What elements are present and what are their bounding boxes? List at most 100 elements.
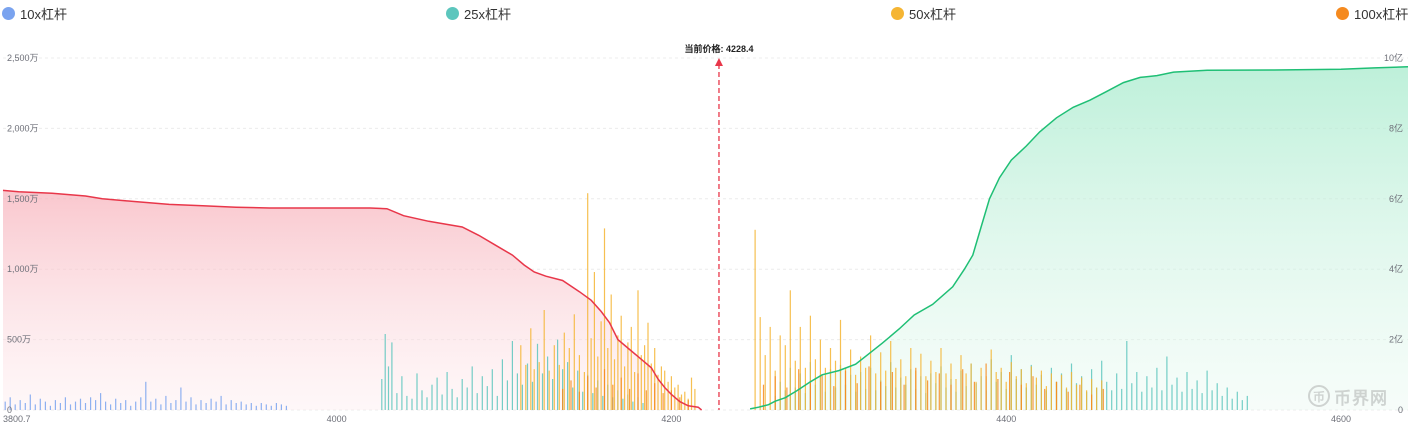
bar-50x (789, 290, 791, 410)
left-axis-ticks: 0 500万 1,000万 1,500万 2,000万 2,500万 (7, 53, 39, 415)
bar-25x (491, 369, 493, 410)
left-axis-tick-label: 500万 (7, 335, 31, 345)
bar-50x (784, 345, 786, 410)
bar-25x (557, 339, 559, 410)
bar-25x (1136, 372, 1138, 410)
right-axis-tick-label: 0 (1398, 405, 1403, 415)
watermark-logo-icon: 币 (1308, 385, 1330, 407)
bar-50x (975, 381, 977, 410)
bar-100x (786, 387, 788, 410)
right-axis-ticks: 0 2亿 4亿 6亿 8亿 10亿 (1384, 52, 1403, 415)
bar-25x (384, 334, 386, 410)
bar-50x (647, 322, 649, 410)
bar-10x (140, 397, 142, 410)
legend-item-25x[interactable]: 25x杠杆 (446, 4, 511, 23)
bar-100x (587, 376, 589, 410)
bar-25x (476, 393, 478, 410)
bar-10x (19, 400, 21, 410)
bar-10x (24, 403, 26, 410)
bar-25x (1156, 367, 1158, 410)
bar-10x (275, 403, 277, 410)
bar-50x (573, 314, 575, 410)
bar-100x (844, 370, 847, 410)
depth-areas (3, 66, 1408, 411)
bar-100x (1055, 381, 1058, 410)
bar-50x (865, 367, 867, 410)
bar-50x (627, 342, 629, 410)
bar-10x (9, 397, 11, 410)
x-axis-tick-label: 4000 (327, 414, 347, 424)
bar-25x (541, 373, 544, 410)
legend-dot-icon (2, 7, 15, 20)
bar-50x (764, 355, 766, 410)
short-depth-area (750, 66, 1408, 411)
bar-25x (567, 362, 569, 410)
bar-50x (530, 328, 532, 410)
bar-50x (794, 360, 796, 410)
x-axis-tick-label: 4600 (1331, 414, 1351, 424)
bar-25x (411, 398, 413, 410)
current-price-arrow-icon (714, 58, 723, 66)
legend: 10x杠杆 25x杠杆 50x杠杆 100x杠杆 (0, 0, 1415, 28)
long-depth-line (2, 189, 703, 411)
bar-25x (381, 379, 383, 410)
right-axis-tick-label: 4亿 (1389, 263, 1403, 274)
bar-50x (690, 377, 693, 410)
bar-25x (1141, 391, 1143, 410)
bar-50x (759, 317, 761, 410)
bar-25x (506, 380, 508, 410)
bar-100x (1044, 388, 1046, 410)
watermark: 币 币界网 (1308, 383, 1408, 409)
bar-25x (1231, 398, 1233, 410)
bar-50x (637, 290, 639, 410)
right-axis-tick-label: 10亿 (1384, 52, 1403, 63)
bar-10x (125, 400, 127, 410)
bar-50x (1040, 370, 1042, 410)
bar-50x (905, 376, 907, 410)
right-axis-tick-label: 8亿 (1389, 122, 1403, 133)
bar-100x (1067, 391, 1069, 410)
bar-10x (210, 398, 212, 410)
bar-50x (779, 335, 781, 410)
bar-50x (624, 366, 626, 410)
bar-10x (225, 404, 227, 410)
bar-25x (466, 387, 468, 410)
bar-50x (674, 387, 676, 410)
bar-25x (1131, 383, 1133, 410)
bar-25x (486, 386, 488, 410)
legend-label: 25x杠杆 (464, 7, 511, 22)
bar-50x (1060, 374, 1063, 410)
bar-25x (1236, 391, 1238, 410)
bar-50x (620, 315, 622, 410)
bar-50x (1101, 380, 1103, 410)
leverage-bars (4, 193, 1248, 410)
bar-25x (387, 366, 390, 410)
legend-item-100x[interactable]: 100x杠杆 (1336, 4, 1408, 23)
bar-10x (105, 401, 107, 410)
bar-100x (1009, 372, 1011, 410)
bar-10x (265, 404, 267, 410)
legend-item-50x[interactable]: 50x杠杆 (891, 4, 956, 23)
bar-50x (875, 373, 877, 410)
bar-50x (1030, 366, 1032, 410)
legend-item-10x[interactable]: 10x杠杆 (2, 4, 67, 23)
bar-50x (667, 381, 669, 410)
bar-50x (754, 229, 756, 410)
bar-50x (1000, 367, 1002, 410)
bar-25x (552, 379, 554, 410)
bar-50x (814, 359, 816, 410)
bar-25x (431, 384, 433, 410)
bar-25x (1166, 356, 1168, 410)
bar-25x (471, 366, 473, 410)
bar-10x (49, 405, 51, 410)
bar-50x (890, 341, 892, 410)
bar-50x (1086, 390, 1088, 410)
bar-100x (938, 373, 940, 410)
bar-50x (1010, 362, 1012, 410)
bar-50x (965, 373, 967, 410)
bar-10x (54, 400, 56, 410)
bar-50x (940, 348, 942, 410)
bar-10x (59, 403, 61, 410)
bar-100x (637, 373, 639, 410)
bar-50x (634, 372, 636, 410)
